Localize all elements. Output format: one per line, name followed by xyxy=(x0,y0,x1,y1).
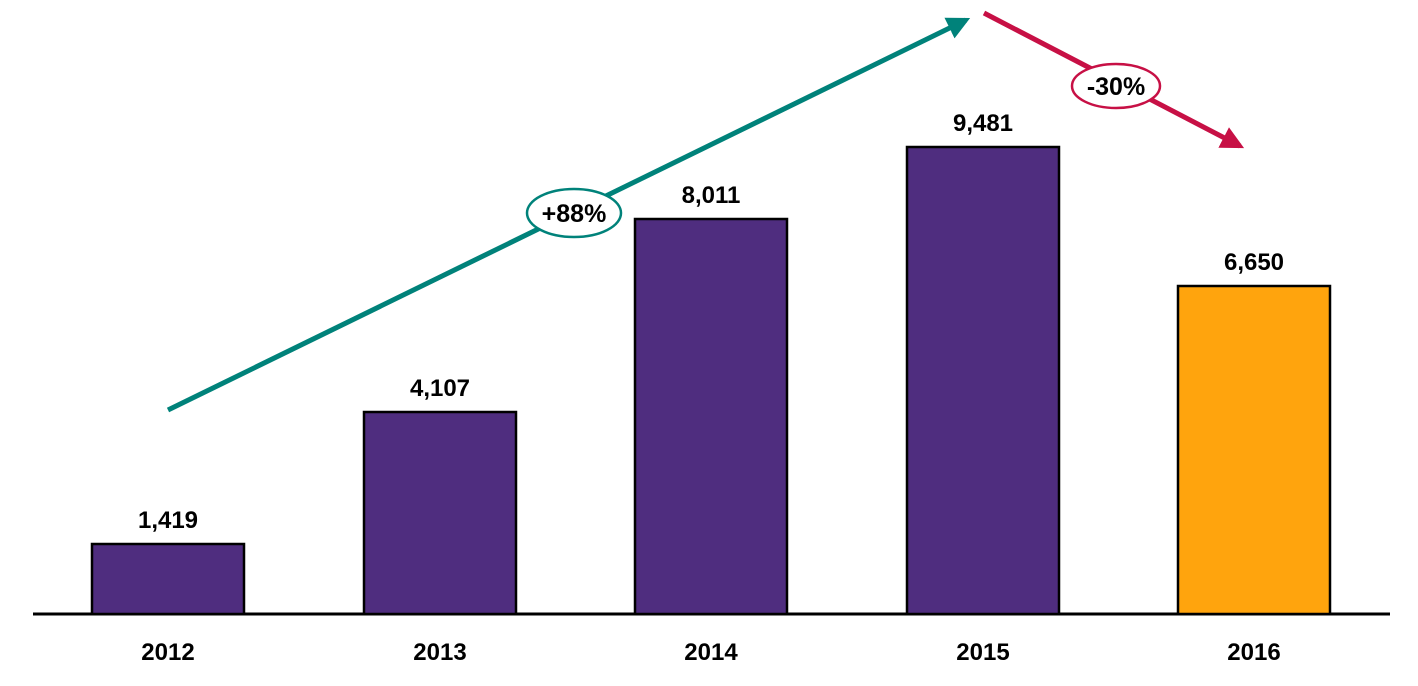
decline-badge: -30% xyxy=(1070,62,1162,110)
growth-badge-ellipse xyxy=(525,187,623,239)
bar-2014 xyxy=(633,217,789,616)
value-label-2012: 1,419 xyxy=(138,507,198,534)
value-label-2016: 6,650 xyxy=(1224,249,1284,276)
value-label-2014: 8,011 xyxy=(682,182,741,209)
decline-badge-ellipse xyxy=(1070,62,1162,110)
bar-group-2016: 6,650 2016 xyxy=(1176,249,1332,666)
growth-badge-label: +88% xyxy=(542,200,607,228)
value-label-2013: 4,107 xyxy=(410,375,470,402)
x-tick-label-2015: 2015 xyxy=(956,639,1009,666)
bar-group-2015: 9,481 2015 xyxy=(905,110,1061,666)
bar-group-2013: 4,107 2013 xyxy=(362,375,518,666)
bar-2013 xyxy=(362,410,518,616)
x-tick-label-2014: 2014 xyxy=(684,639,738,666)
bar-2015 xyxy=(905,145,1061,616)
decline-badge-label: -30% xyxy=(1087,73,1145,101)
bar-group-2012: 1,419 2012 xyxy=(90,507,246,666)
x-tick-label-2013: 2013 xyxy=(413,639,466,666)
x-tick-label-2016: 2016 xyxy=(1227,639,1280,666)
bar-2012 xyxy=(90,542,246,616)
growth-badge: +88% xyxy=(525,187,623,239)
bar-2016 xyxy=(1176,284,1332,616)
x-tick-label-2012: 2012 xyxy=(141,639,194,666)
value-label-2015: 9,481 xyxy=(953,110,1013,137)
bar-group-2014: 8,011 2014 xyxy=(633,182,789,666)
